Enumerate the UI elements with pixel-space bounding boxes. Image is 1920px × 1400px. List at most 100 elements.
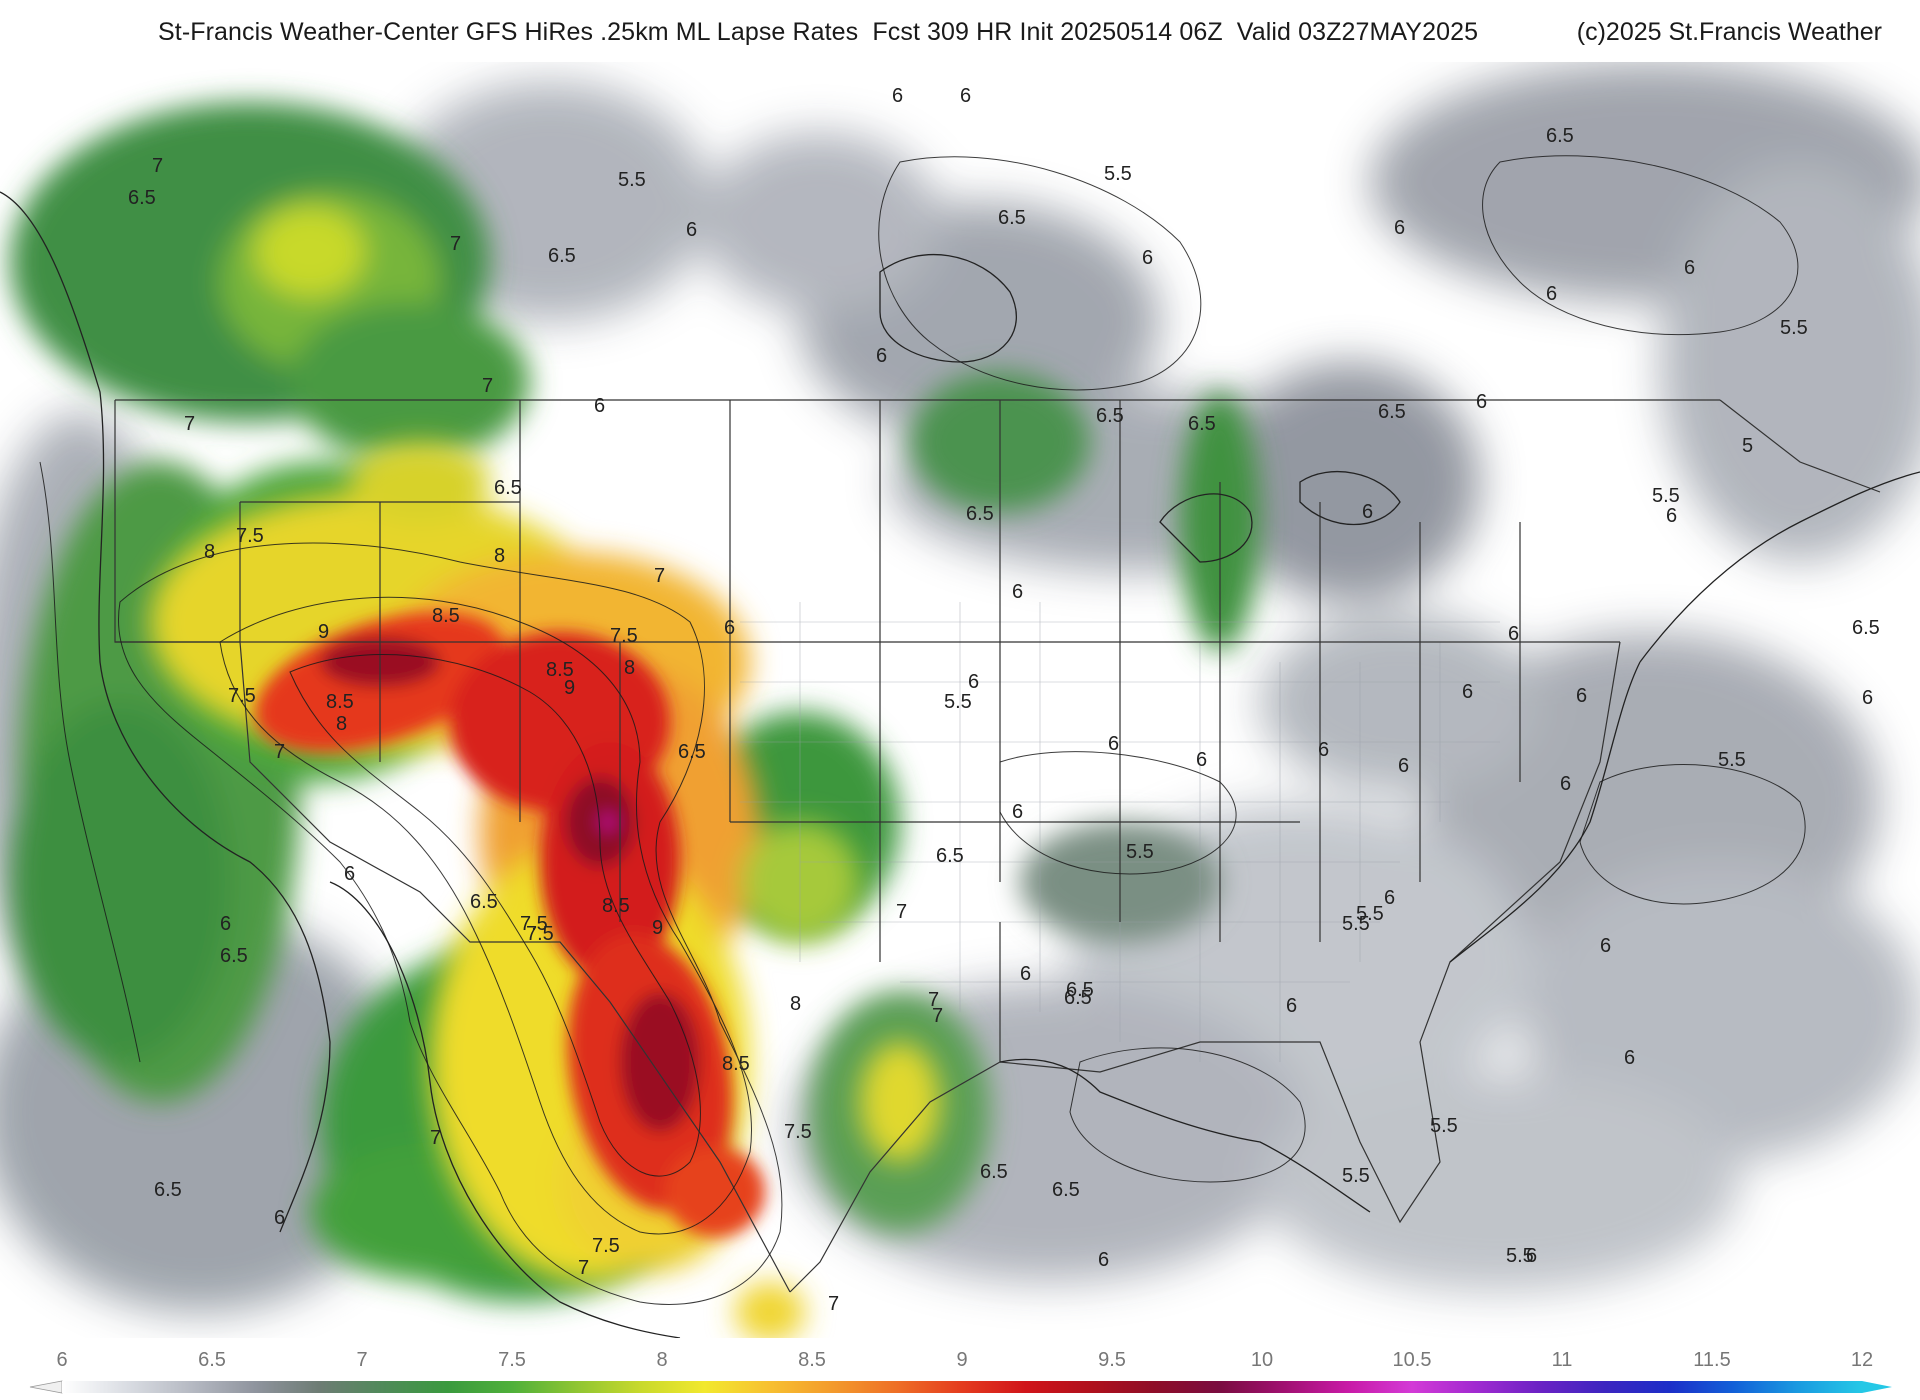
contour-label: 6 bbox=[1576, 685, 1587, 707]
contour-label: 5.5 bbox=[618, 169, 646, 191]
state-borders bbox=[114, 399, 1881, 1293]
contour-label: 8 bbox=[624, 657, 635, 679]
contour-label: 6 bbox=[1476, 391, 1487, 413]
contour-label: 8 bbox=[336, 713, 347, 735]
contour-label: 6 bbox=[1012, 581, 1023, 603]
contour-label: 6 bbox=[1108, 733, 1119, 755]
contour-label: 7.5 bbox=[784, 1121, 812, 1143]
contour-label: 6 bbox=[686, 219, 697, 241]
contour-label: 6.5 bbox=[1096, 405, 1124, 427]
contour-label: 7 bbox=[578, 1257, 589, 1279]
contour-label: 7 bbox=[932, 1005, 943, 1027]
colorbar-left-arrow bbox=[29, 1380, 63, 1394]
contour-label: 6 bbox=[1684, 257, 1695, 279]
contour-label: 8.5 bbox=[546, 659, 574, 681]
contour-label: 7 bbox=[482, 375, 493, 397]
contour-label: 6 bbox=[1398, 755, 1409, 777]
contour-label: 6 bbox=[1624, 1047, 1635, 1069]
contour-label: 8 bbox=[494, 545, 505, 567]
contour-label: 6 bbox=[1508, 623, 1519, 645]
colorbar-tick-label: 10 bbox=[1251, 1349, 1273, 1371]
contour-label: 6 bbox=[1546, 283, 1557, 305]
contour-label: 6.5 bbox=[936, 845, 964, 867]
colorbar-gradient bbox=[62, 1381, 1862, 1393]
contour-label: 7 bbox=[828, 1293, 839, 1315]
contour-label: 6 bbox=[968, 671, 979, 693]
coastlines bbox=[0, 191, 1920, 1338]
contour-label: 5 bbox=[1742, 435, 1753, 457]
contour-label: 6 bbox=[1600, 935, 1611, 957]
lapse-rate-map: 7 6.5 7 6.5 5.5 6 6 6 5.5 6.5 6 6.5 6 6 … bbox=[0, 62, 1920, 1338]
colorbar-tick-label: 9.5 bbox=[1098, 1349, 1126, 1371]
hot-field-layer bbox=[254, 612, 765, 1237]
contour-label: 7.5 bbox=[592, 1235, 620, 1257]
contour-label: 6 bbox=[892, 85, 903, 107]
colorbar-tick-label: 12 bbox=[1851, 1349, 1873, 1371]
colorbar-right-arrow bbox=[1862, 1381, 1892, 1393]
contour-label: 6.5 bbox=[1546, 125, 1574, 147]
contour-label: 6 bbox=[1098, 1249, 1109, 1271]
contour-label: 7.5 bbox=[236, 525, 264, 547]
contour-label: 5.5 bbox=[1430, 1115, 1458, 1137]
contour-label: 5.5 bbox=[1342, 913, 1370, 935]
contour-label: 8.5 bbox=[326, 691, 354, 713]
colorbar-tick-labels: 6 6.5 7 7.5 8 8.5 9 9.5 10 10.5 11 11.5 12 bbox=[56, 1349, 1873, 1371]
contour-label: 5.5 bbox=[944, 691, 972, 713]
colorbar-tick-label: 11.5 bbox=[1693, 1349, 1730, 1371]
contour-label: 6 bbox=[1318, 739, 1329, 761]
colorbar-tick-label: 11 bbox=[1552, 1349, 1573, 1371]
contour-label: 6 bbox=[1394, 217, 1405, 239]
contour-label: 7.5 bbox=[610, 625, 638, 647]
colorbar-tick-label: 6.5 bbox=[198, 1349, 226, 1371]
contour-label: 6 bbox=[1666, 505, 1677, 527]
contour-label: 7 bbox=[450, 233, 461, 255]
map-header: St-Francis Weather-Center GFS HiRes .25k… bbox=[0, 0, 1920, 62]
contour-label: 7.5 bbox=[526, 923, 554, 945]
contour-label: 5.5 bbox=[1342, 1165, 1370, 1187]
contour-label: 9 bbox=[564, 677, 575, 699]
colorbar-tick-label: 7.5 bbox=[498, 1349, 526, 1371]
contour-label: 7 bbox=[274, 741, 285, 763]
contour-label: 6 bbox=[1286, 995, 1297, 1017]
contour-label: 5.5 bbox=[1506, 1245, 1534, 1267]
contour-label: 6 bbox=[876, 345, 887, 367]
contour-label: 6.5 bbox=[494, 477, 522, 499]
contour-label: 6.5 bbox=[1066, 979, 1094, 1001]
colorbar-legend: 6 6.5 7 7.5 8 8.5 9 9.5 10 10.5 11 11.5 12 bbox=[0, 1338, 1920, 1400]
contour-label: 6 bbox=[1362, 501, 1373, 523]
colorbar-tick-label: 8.5 bbox=[798, 1349, 826, 1371]
contour-label: 6 bbox=[1020, 963, 1031, 985]
contour-label: 6 bbox=[220, 913, 231, 935]
colorbar-tick-label: 8 bbox=[656, 1349, 667, 1371]
contour-label: 6.5 bbox=[128, 187, 156, 209]
contour-label: 6 bbox=[960, 85, 971, 107]
copyright-text: (c)2025 St.Francis Weather bbox=[1576, 18, 1882, 46]
colorbar-tick-label: 10.5 bbox=[1393, 1349, 1432, 1371]
colorbar-tick-label: 7 bbox=[356, 1349, 367, 1371]
contour-label: 5.5 bbox=[1718, 749, 1746, 771]
contour-label: 6.5 bbox=[470, 891, 498, 913]
contour-label: 9 bbox=[652, 917, 663, 939]
contour-label: 8 bbox=[790, 993, 801, 1015]
contour-label: 5.5 bbox=[1126, 841, 1154, 863]
contour-label: 8.5 bbox=[722, 1053, 750, 1075]
contour-label: 8 bbox=[204, 541, 215, 563]
contour-label: 7 bbox=[928, 989, 939, 1011]
contour-label: 6 bbox=[724, 617, 735, 639]
contour-label: 7 bbox=[430, 1127, 441, 1149]
contour-label: 6.5 bbox=[220, 945, 248, 967]
contour-label: 6.5 bbox=[1378, 401, 1406, 423]
map-title: St-Francis Weather-Center GFS HiRes .25k… bbox=[158, 18, 1479, 46]
colorbar-tick-label: 6 bbox=[56, 1349, 67, 1371]
contour-label: 6 bbox=[274, 1207, 285, 1229]
contour-label: 6 bbox=[1526, 1245, 1537, 1267]
contour-label: 6 bbox=[1462, 681, 1473, 703]
contour-label: 6 bbox=[1384, 887, 1395, 909]
contour-lines bbox=[39, 155, 1806, 1305]
contour-label: 6 bbox=[1012, 801, 1023, 823]
contour-label: 5.5 bbox=[1780, 317, 1808, 339]
contour-label: 6.5 bbox=[678, 741, 706, 763]
contour-label: 7 bbox=[654, 565, 665, 587]
contour-label: 6.5 bbox=[1852, 617, 1880, 639]
contour-label: 5.5 bbox=[1652, 485, 1680, 507]
